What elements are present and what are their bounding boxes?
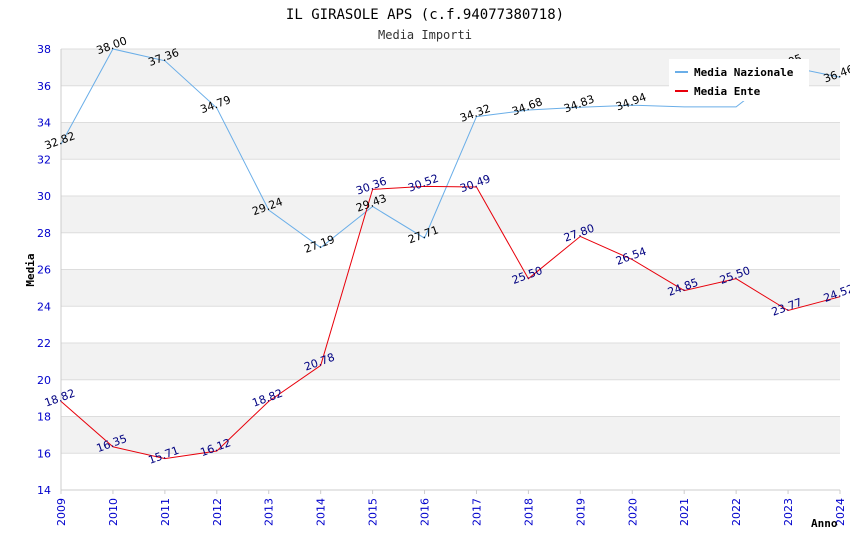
y-tick-label: 34	[37, 117, 51, 130]
x-tick-label: 2013	[263, 498, 276, 526]
series-line-media-ente	[60, 185, 841, 460]
y-tick-label: 32	[37, 153, 51, 166]
x-tick-label: 2018	[522, 498, 535, 526]
y-tick-label: 22	[37, 337, 51, 350]
x-tick-label: 2016	[419, 498, 432, 526]
legend-box	[669, 59, 809, 101]
chart-subtitle: Media Importi	[378, 28, 472, 42]
x-tick-label: 2009	[55, 498, 68, 526]
y-axis-label: Media	[24, 253, 37, 286]
series-line-media-nazionale	[60, 48, 841, 249]
data-label-nazionale: 34.83	[562, 92, 596, 115]
x-tick-label: 2024	[834, 498, 847, 526]
x-tick-label: 2020	[626, 498, 639, 526]
data-label-nazionale: 27.19	[302, 233, 336, 256]
grid-band	[61, 343, 840, 380]
x-tick-label: 2011	[159, 498, 172, 526]
y-tick-label: 16	[37, 447, 51, 460]
data-label-ente: 18.82	[43, 387, 77, 410]
legend-label: Media Ente	[694, 85, 761, 98]
data-label-ente: 30.49	[458, 172, 492, 195]
data-label-nazionale: 34.94	[614, 90, 648, 113]
grid-band	[61, 196, 840, 233]
data-label-ente: 30.52	[406, 172, 440, 195]
chart-title: IL GIRASOLE APS (c.f.94077380718)	[286, 7, 564, 23]
grid-band	[61, 269, 840, 307]
y-tick-label: 38	[37, 43, 51, 56]
grid-band	[61, 122, 840, 160]
y-tick-label: 36	[37, 80, 51, 93]
data-label-ente: 26.54	[614, 245, 648, 268]
x-tick-label: 2022	[730, 498, 743, 526]
x-axis-label: Anno	[811, 517, 838, 530]
x-tick-label: 2017	[470, 498, 483, 526]
y-tick-label: 20	[37, 374, 51, 387]
y-tick-label: 18	[37, 411, 51, 424]
x-tick-label: 2012	[211, 498, 224, 526]
data-label-ente: 18.82	[251, 387, 285, 410]
y-tick-label: 28	[37, 227, 51, 240]
y-tick-label: 26	[37, 264, 51, 277]
x-tick-label: 2015	[367, 498, 380, 526]
y-tick-label: 24	[37, 300, 51, 313]
legend-label: Media Nazionale	[694, 66, 794, 79]
data-label-nazionale: 34.32	[458, 102, 492, 125]
x-tick-label: 2021	[678, 498, 691, 526]
y-tick-label: 14	[37, 484, 51, 497]
x-tick-label: 2010	[107, 498, 120, 526]
x-tick-label: 2023	[782, 498, 795, 526]
x-tick-label: 2014	[315, 498, 328, 526]
data-label-nazionale: 34.68	[510, 95, 544, 118]
x-tick-label: 2019	[574, 498, 587, 526]
grid-band	[61, 416, 840, 454]
y-tick-label: 30	[37, 190, 51, 203]
